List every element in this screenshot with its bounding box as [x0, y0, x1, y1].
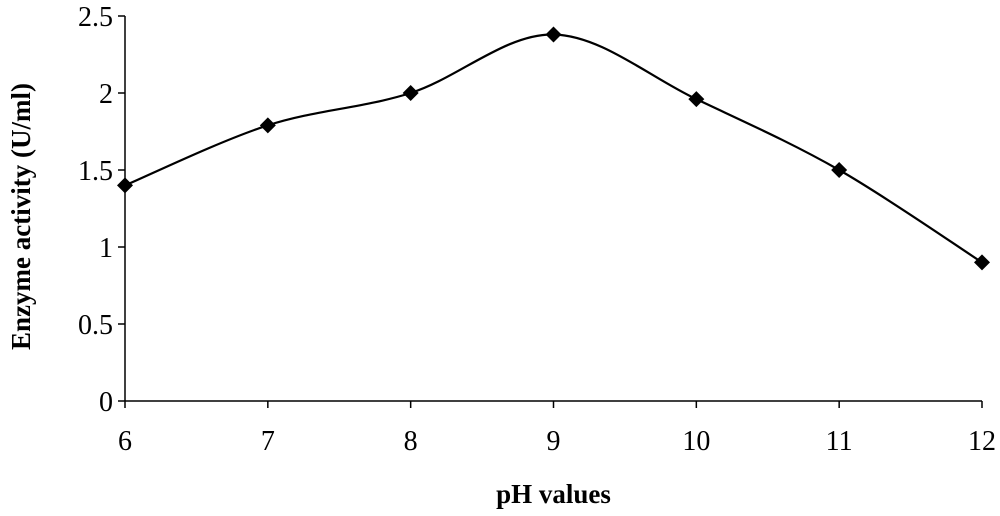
- data-point-marker: [688, 91, 705, 108]
- y-tick-label: 2: [99, 79, 113, 110]
- data-point-marker: [831, 162, 848, 178]
- x-tick-label: 8: [404, 426, 418, 457]
- data-point-marker: [545, 26, 562, 43]
- y-tick-label: 2.5: [78, 2, 113, 33]
- data-markers: [117, 26, 990, 271]
- x-tick-label: 11: [826, 426, 853, 457]
- x-tick-label: 10: [682, 426, 710, 457]
- y-axis-title: Enzyme activity (U/ml): [6, 83, 36, 350]
- y-tick-label: 0.5: [78, 310, 113, 341]
- y-axis-ticks: 0 0.5 1 1.5 2 2.5: [78, 2, 125, 418]
- data-point-marker: [117, 177, 133, 194]
- data-point-marker: [974, 254, 990, 271]
- y-tick-label: 0: [99, 387, 113, 418]
- data-point-marker: [259, 117, 276, 134]
- y-tick-label: 1: [99, 233, 113, 264]
- x-axis-title: pH values: [496, 479, 611, 509]
- x-tick-label: 9: [547, 426, 561, 457]
- data-point-marker: [402, 85, 419, 101]
- x-tick-label: 7: [261, 426, 275, 457]
- y-tick-label: 1.5: [78, 156, 113, 187]
- x-tick-label: 12: [968, 426, 996, 457]
- x-axis-ticks: 6 7 8 9 10 11 12: [118, 401, 996, 457]
- series-line: [124, 33, 983, 264]
- x-tick-label: 6: [118, 426, 132, 457]
